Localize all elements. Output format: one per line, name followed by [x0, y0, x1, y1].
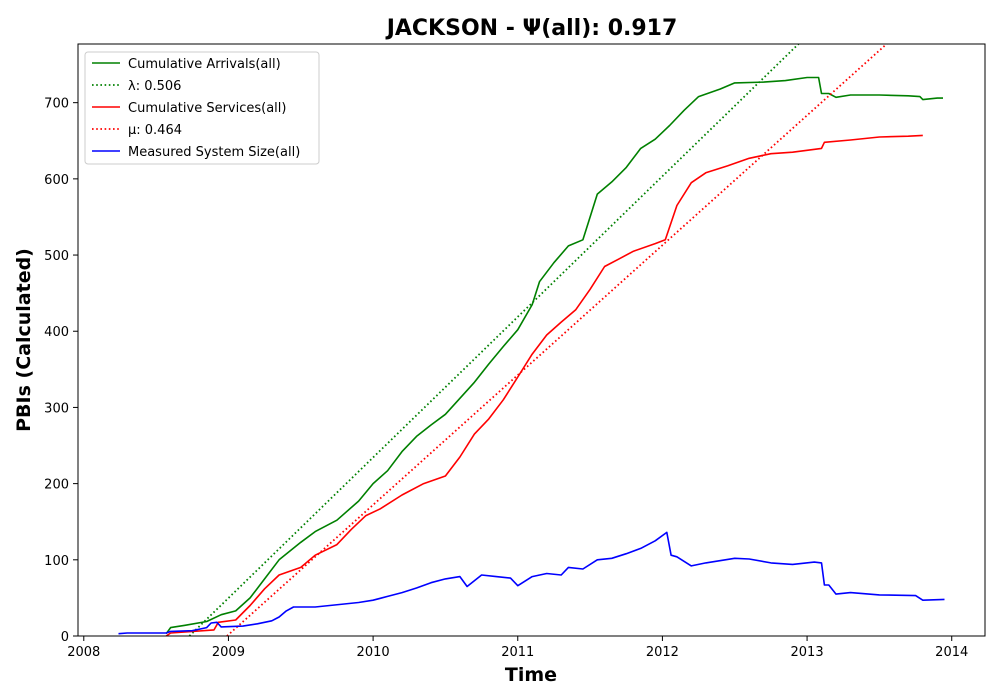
series-line-lambda	[188, 44, 800, 636]
x-axis-label: Time	[505, 664, 557, 686]
series-line-mu	[226, 44, 888, 636]
x-tick-label: 2014	[935, 645, 968, 660]
legend: Cumulative Arrivals(all) λ: 0.506 Cumulati…	[84, 51, 320, 165]
legend-label-mu: μ: 0.464	[128, 123, 182, 138]
y-tick-label: 400	[44, 325, 69, 340]
y-tick-label: 200	[44, 478, 69, 493]
plot-frame	[77, 43, 986, 637]
y-axis: 0 100 200 300 400 500 600 700	[44, 97, 78, 645]
legend-frame	[84, 51, 320, 165]
legend-label-system_size: Measured System Size(all)	[128, 145, 300, 160]
y-tick-label: 700	[44, 97, 69, 112]
chart-title: JACKSON - Ψ(all): 0.917	[385, 16, 678, 41]
legend-label-lambda: λ: 0.506	[128, 79, 181, 94]
y-tick-label: 100	[44, 554, 69, 569]
plot-area	[118, 44, 945, 636]
legend-label-services: Cumulative Services(all)	[128, 101, 286, 116]
x-tick-label: 2008	[67, 645, 100, 660]
y-tick-label: 500	[44, 249, 69, 264]
series-line-services	[165, 134, 923, 636]
legend-label-arrivals: Cumulative Arrivals(all)	[128, 57, 281, 72]
series-line-arrivals	[165, 76, 943, 635]
y-tick-label: 0	[61, 630, 69, 645]
series-line-system_size	[118, 531, 945, 635]
x-tick-label: 2011	[501, 645, 534, 660]
y-tick-label: 300	[44, 401, 69, 416]
x-axis: 2008 2009 2010 2011 2012 2013 2014	[67, 636, 968, 660]
x-tick-label: 2009	[212, 645, 245, 660]
y-axis-label: PBIs (Calculated)	[13, 248, 35, 432]
x-tick-label: 2013	[791, 645, 824, 660]
x-tick-label: 2010	[357, 645, 390, 660]
y-tick-label: 600	[44, 173, 69, 188]
x-tick-label: 2012	[646, 645, 679, 660]
